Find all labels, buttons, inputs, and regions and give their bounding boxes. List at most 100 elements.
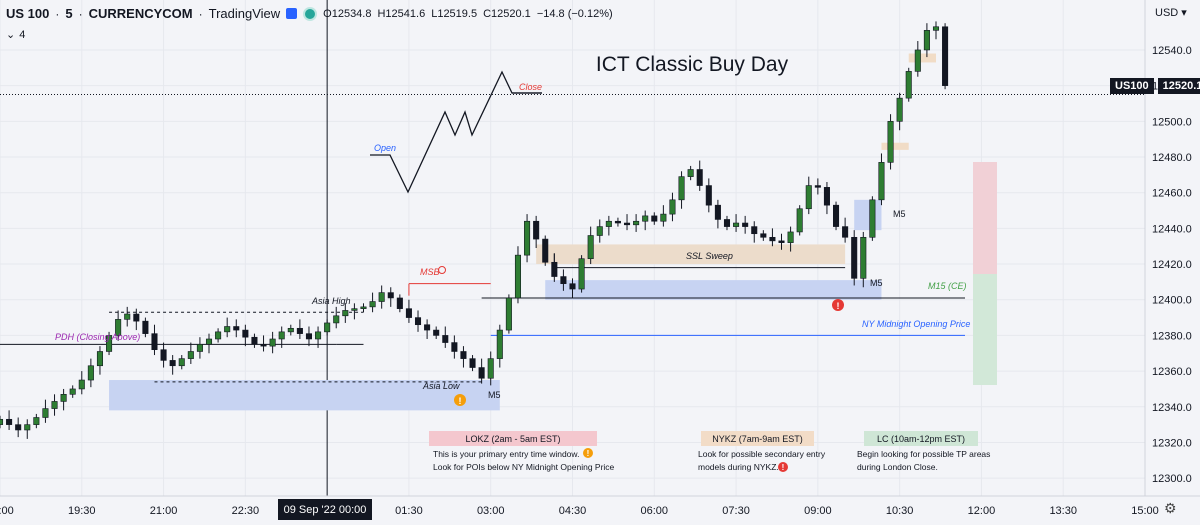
symbol-label[interactable]: US 100 (6, 6, 50, 21)
candle-body (78, 379, 85, 390)
candle-body (287, 327, 294, 333)
candle-body (296, 327, 303, 334)
candle-body (378, 292, 385, 302)
chart-title: ICT Classic Buy Day (596, 53, 789, 76)
session-note: Look for possible secondary entry (698, 449, 826, 459)
candle-body (451, 342, 458, 352)
candle-body (33, 417, 40, 425)
candle-body (269, 338, 276, 347)
candle-body (242, 329, 249, 338)
interval-label[interactable]: 5 (65, 6, 73, 21)
session-note: Look for POIs below NY Midnight Opening … (433, 462, 615, 472)
candle-body (878, 162, 885, 201)
time-tick-label: 10:30 (886, 505, 914, 517)
gear-icon[interactable]: ⚙ (1164, 500, 1177, 516)
session-note: This is your primary entry time window. (433, 449, 579, 459)
session-note: during London Close. (857, 462, 938, 472)
close-label: Close (519, 82, 542, 92)
sep-dot: · (78, 6, 83, 21)
time-tick-label: 04:30 (559, 505, 587, 517)
candle-body (414, 317, 422, 326)
candle-body (87, 365, 94, 381)
candle-body (851, 236, 858, 279)
candle-body (914, 49, 921, 72)
candle-body (787, 231, 794, 243)
time-tick-label: 03:00 (477, 505, 505, 517)
candle-body (133, 313, 140, 322)
candle-body (896, 97, 903, 122)
ohlc-change: −14.8 (−0.12%) (536, 7, 613, 20)
candle-body (805, 185, 812, 210)
m15-ce-label: M15 (CE) (928, 281, 967, 291)
price-tick-label: 12420.0 (1152, 259, 1192, 271)
candle-body (560, 276, 567, 284)
candle-body (6, 418, 13, 425)
pdh-label: PDH (Closing Above) (55, 332, 140, 342)
lightbulb-icon (438, 266, 446, 274)
candle-body (360, 306, 367, 309)
candle-body (315, 331, 322, 340)
candle-body (433, 329, 440, 336)
candle-body (142, 320, 149, 334)
candle-body (487, 358, 494, 379)
candle-body (478, 367, 485, 379)
candle-body (178, 358, 185, 367)
candle-body (714, 204, 721, 220)
m5-label-3: M5 (893, 209, 906, 219)
candle-body (651, 215, 658, 222)
candle-body (778, 240, 785, 243)
price-tick-label: 12480.0 (1152, 152, 1192, 164)
candle-body (387, 292, 394, 299)
candle-body (587, 235, 594, 260)
candle-body (115, 319, 122, 336)
candle-body (687, 169, 694, 177)
price-tick-label: 12440.0 (1152, 223, 1192, 235)
currency-menu[interactable]: USD ▾ (1155, 7, 1187, 19)
candle-body (633, 220, 640, 226)
candle-body (205, 338, 213, 345)
ohlc-high: H12541.6 (377, 7, 426, 20)
candle-body (614, 220, 621, 224)
candle-body (351, 308, 358, 311)
flag-icon[interactable] (286, 8, 298, 19)
session-note: Begin looking for possible TP areas (857, 449, 990, 459)
candle-body (96, 351, 103, 367)
candle-body (887, 121, 894, 163)
ssl-sweep-zone (536, 244, 846, 265)
candle-body (769, 236, 776, 242)
m5-zone-upper (854, 199, 882, 231)
candle-body (823, 187, 830, 206)
time-tick-label: 19:30 (68, 505, 96, 517)
candle-body (233, 326, 240, 331)
ny-midnight-label: NY Midnight Opening Price (862, 319, 970, 329)
candle-body (932, 26, 940, 31)
candle-body (569, 283, 576, 290)
msb-label: MSB (420, 267, 440, 277)
session-title: LOKZ (2am - 5am EST) (465, 434, 560, 444)
candle-body (833, 204, 840, 227)
warning-marker-glyph: ! (459, 396, 462, 406)
ohlc-low: L12519.5 (431, 7, 478, 20)
ohlc-close: C12520.1 (483, 7, 531, 20)
candle-body (842, 226, 849, 238)
candle-body (405, 308, 412, 318)
ssl-sweep-label: SSL Sweep (686, 251, 733, 261)
time-tick-label: 18:00 (0, 505, 14, 517)
indicator-toggle[interactable]: ⌄ 4 (6, 28, 25, 42)
candle-body (733, 222, 740, 227)
asia-high-label: Asia High (311, 296, 351, 306)
candle-body (196, 344, 203, 352)
candle-body (660, 213, 667, 222)
candle-body (578, 258, 585, 290)
sep-dot: · (198, 6, 203, 21)
price-tick-label: 12460.0 (1152, 188, 1192, 200)
candle-body (814, 185, 821, 188)
last-price-tag: US100 12520.1 (1110, 78, 1200, 94)
candle-body (533, 220, 540, 240)
candle-body (860, 236, 867, 279)
lc-reward-box (973, 274, 997, 385)
candle-body (460, 351, 467, 359)
candle-body (278, 331, 285, 340)
candle-body (187, 351, 194, 359)
